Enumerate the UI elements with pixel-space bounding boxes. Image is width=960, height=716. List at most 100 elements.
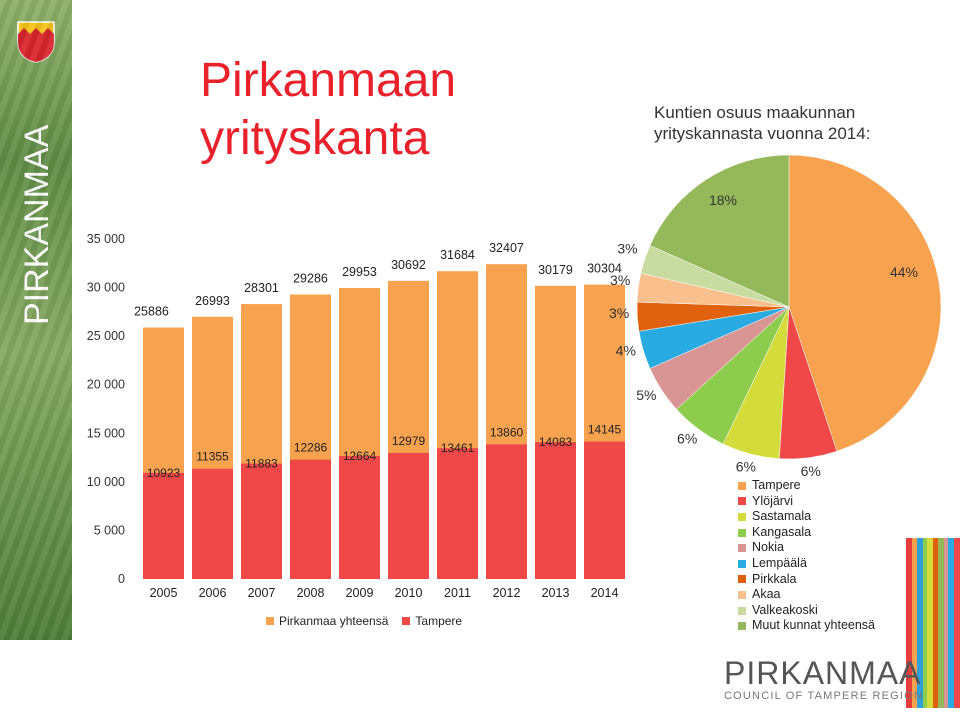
legend-swatch [738,606,746,615]
pie-label: 6% [736,459,756,475]
pie-label: 18% [709,192,737,208]
legend-item: Kangasala [738,525,875,541]
legend-swatch [402,617,411,625]
legend-item: Pirkanmaa yhteensä [266,614,388,628]
data-label-tampere: 10923 [147,466,181,480]
legend-label: Muut kunnat yhteensä [752,618,875,633]
data-label-pirkanmaa: 29953 [342,265,377,279]
legend-label: Nokia [752,540,784,555]
legend-label: Pirkkala [752,571,797,586]
bar-tampere [290,459,331,579]
pie-title-line-2: yrityskannasta vuonna 2014: [654,124,871,143]
bar-tampere [241,463,282,579]
legend-item: Sastamala [738,509,875,525]
legend-swatch [738,559,746,568]
x-tick-label: 2009 [346,586,374,600]
pie-label: 6% [677,430,697,446]
data-label-tampere: 11355 [196,450,229,464]
y-tick-label: 15 000 [87,426,125,440]
legend-item: Tampere [738,478,875,494]
data-label-pirkanmaa: 25886 [134,305,169,319]
y-tick-label: 5 000 [94,523,125,537]
footer-logo: PIRKANMAA COUNCIL OF TAMPERE REGION [724,656,923,702]
data-label-tampere: 12286 [294,441,328,455]
legend-item: Nokia [738,540,875,556]
footer-logo-subtitle: COUNCIL OF TAMPERE REGION [724,690,924,702]
legend-swatch [738,528,746,537]
bar-tampere [143,472,184,579]
legend-item: Ylöjärvi [738,494,875,510]
x-tick-label: 2013 [542,586,570,600]
x-tick-label: 2007 [248,586,276,600]
bar-tampere [535,442,576,579]
data-label-pirkanmaa: 29286 [293,272,328,286]
pie-label: 3% [610,272,630,288]
legend-item: Pirkkala [738,572,875,588]
legend-label: Ylöjärvi [752,493,793,508]
decorative-stripes [906,538,960,708]
data-label-tampere: 11883 [245,457,278,471]
pie-slice [788,154,942,452]
data-label-pirkanmaa: 32407 [489,241,524,255]
data-label-pirkanmaa: 30692 [391,258,426,272]
pie-title-line-1: Kuntien osuus maakunnan [654,103,856,122]
data-label-tampere: 13860 [490,425,524,439]
pie-title: Kuntien osuus maakunnan yrityskannasta v… [654,102,954,144]
page-title: Pirkanmaan yrityskanta [200,52,540,168]
title-line-2: yrityskanta [200,112,430,165]
bar-tampere [584,441,625,579]
legend-item: Tampere [402,614,462,628]
legend-label: Tampere [415,614,463,628]
legend-item: Valkeakoski [738,603,875,619]
y-tick-label: 30 000 [87,281,125,295]
legend-swatch [266,617,274,625]
data-label-pirkanmaa: 28301 [244,281,279,295]
data-label-tampere: 13461 [441,441,475,455]
legend-swatch [738,622,746,631]
title-line-1: Pirkanmaan [200,54,457,107]
pie-label: 5% [636,387,656,403]
pie-label: 6% [801,463,821,479]
legend-swatch [738,590,746,599]
side-band: PIRKANMAA [0,0,72,640]
data-label-pirkanmaa: 26993 [195,294,230,308]
bar-chart: 0 5 000 10 000 15 000 20 000 25 000 30 000 35 0… [87,232,625,600]
legend-swatch [738,481,746,490]
y-tick-label: 10 000 [87,475,125,489]
pie-slice [649,154,790,308]
y-tick-label: 25 000 [87,329,125,343]
data-label-tampere: 14145 [588,423,622,437]
pie-label: 3% [617,240,637,256]
legend-swatch [738,497,746,506]
legend-label: Kangasala [752,524,812,539]
x-tick-label: 2014 [591,586,619,600]
data-label-tampere: 12979 [392,434,426,448]
x-tick-label: 2011 [444,586,471,600]
y-tick-label: 20 000 [87,378,125,392]
bar-tampere [388,452,429,579]
y-tick-label: 35 000 [87,232,125,246]
bar-chart-legend: Pirkanmaa yhteensä Tampere [266,614,462,628]
legend-swatch [738,512,746,521]
data-label-tampere: 12664 [343,449,377,463]
x-tick-label: 2010 [395,586,423,600]
legend-swatch [738,575,746,584]
legend-item: Lempäälä [738,556,875,572]
pie-label: 4% [616,342,636,358]
data-label-pirkanmaa: 31684 [440,248,475,262]
bar-tampere [437,448,478,579]
legend-swatch [738,544,746,553]
x-tick-label: 2008 [297,586,325,600]
data-label-pirkanmaa: 30179 [538,263,573,277]
legend-label: Sastamala [752,509,812,524]
x-tick-label: 2005 [150,586,178,600]
data-label-pirkanmaa: 30304 [587,262,622,276]
pie-chart: 44% 6% 6% 6% 5% 4% 3% 3% 3% 18% [609,154,942,479]
pie-label: 3% [609,305,629,321]
pie-label: 44% [890,264,918,280]
footer-logo-name: PIRKANMAA [724,655,922,691]
data-label-tampere: 14083 [539,435,573,449]
legend-label: Akaa [752,587,781,602]
legend-label: Pirkanmaa yhteensä [279,614,389,628]
